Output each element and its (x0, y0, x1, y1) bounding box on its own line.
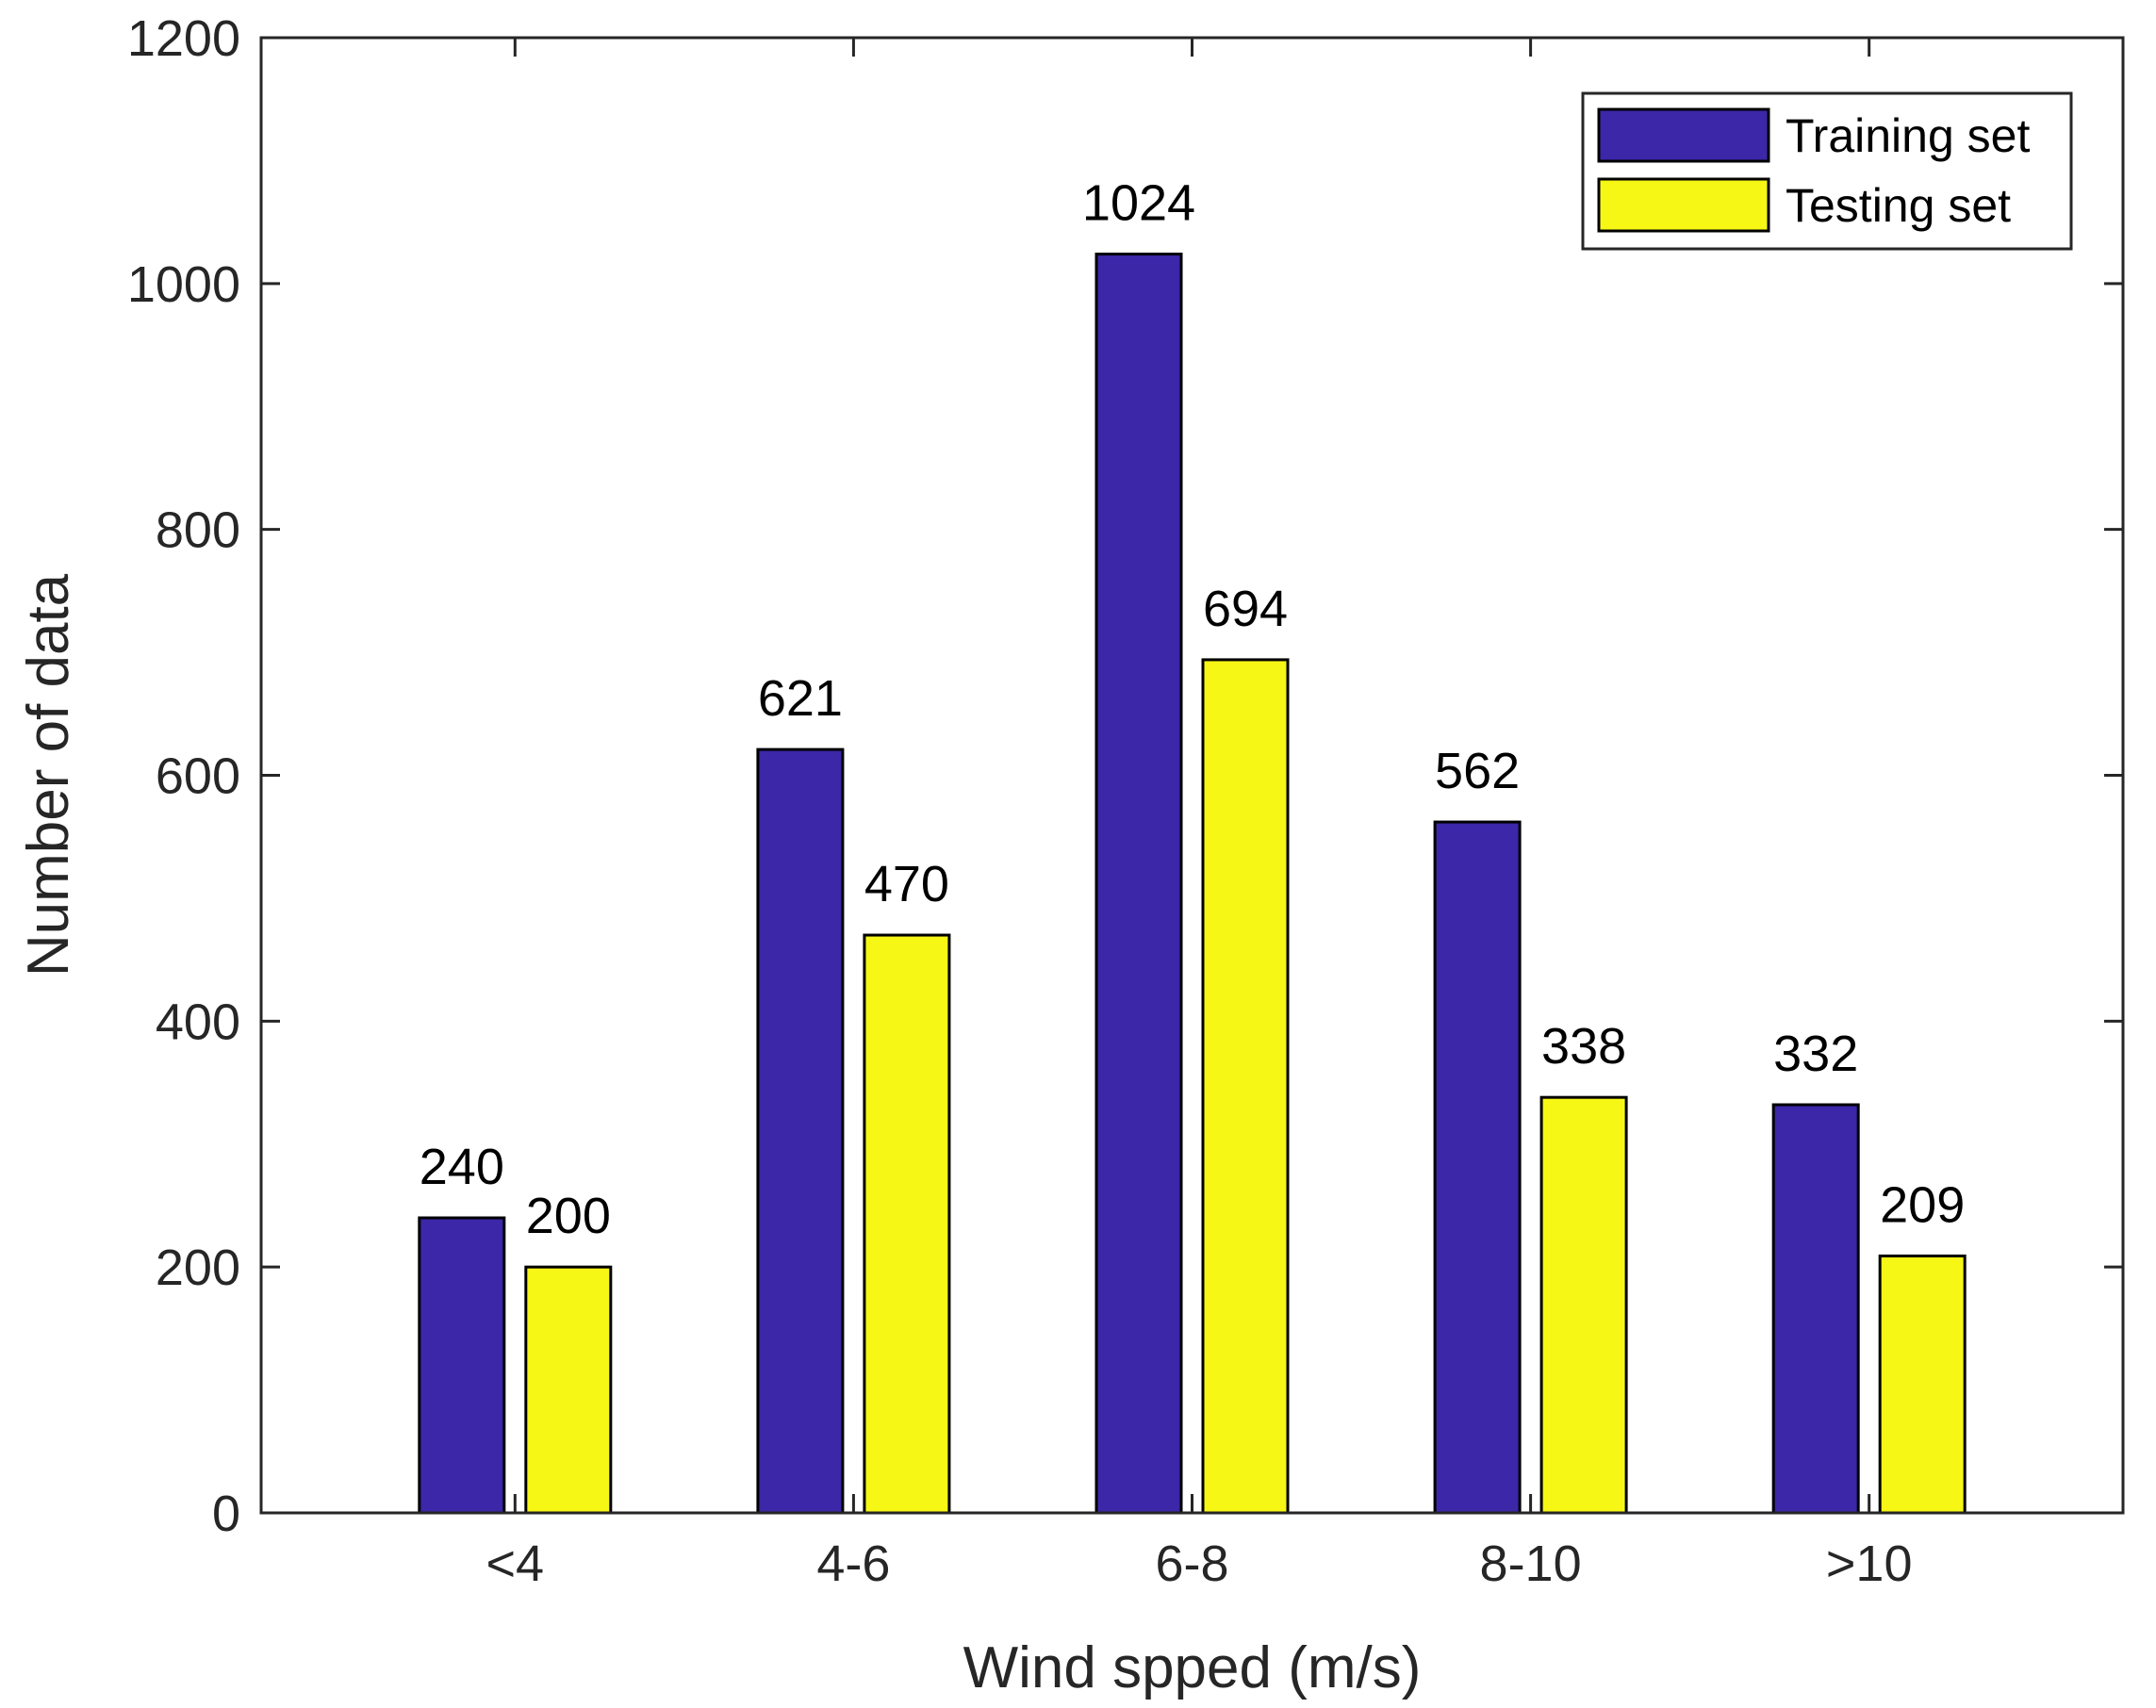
bar-training-3 (1433, 820, 1522, 1515)
bar-training-0 (418, 1216, 506, 1515)
bar-testing-1 (863, 933, 951, 1515)
x-tick-label: 6-8 (1155, 1536, 1228, 1592)
y-tick-label: 0 (212, 1486, 240, 1542)
legend-swatch-testing (1597, 177, 1770, 233)
y-tick-label: 800 (156, 502, 240, 559)
x-tick-label: <4 (486, 1536, 545, 1592)
bar-testing-3 (1539, 1095, 1628, 1515)
bar-testing-2 (1201, 658, 1290, 1515)
y-axis-title: Number of data (16, 573, 81, 977)
data-label-testing: 470 (864, 856, 949, 912)
data-label-training: 332 (1773, 1026, 1858, 1082)
y-tick-label: 1200 (127, 10, 240, 67)
bar-training-2 (1094, 253, 1183, 1515)
data-label-training: 562 (1435, 743, 1520, 799)
bar-training-4 (1771, 1103, 1860, 1515)
legend-label-testing: Testing set (1786, 179, 2011, 232)
bar-training-1 (756, 747, 845, 1515)
x-tick-label: >10 (1826, 1536, 1913, 1592)
data-label-training: 240 (420, 1139, 504, 1195)
data-label-training: 1024 (1082, 175, 1195, 232)
bar-testing-4 (1878, 1254, 1967, 1515)
y-tick-label: 1000 (127, 256, 240, 313)
plot-area: 0 200 400 600 800 1000 1200 <4 4-6 6-8 8-10 >10 240 6… (16, 10, 2125, 1700)
bar-testing-0 (524, 1265, 613, 1515)
data-label-testing: 209 (1880, 1176, 1965, 1233)
y-tick-label: 200 (156, 1240, 240, 1296)
data-label-training: 621 (758, 670, 843, 727)
y-tick-label: 600 (156, 748, 240, 805)
data-label-testing: 694 (1203, 581, 1288, 637)
y-tick-label: 400 (156, 994, 240, 1050)
data-label-testing: 338 (1541, 1018, 1626, 1075)
legend-swatch-training (1597, 107, 1770, 163)
data-label-testing: 200 (526, 1188, 611, 1244)
x-tick-label: 4-6 (816, 1536, 890, 1592)
x-tick-label: 8-10 (1480, 1536, 1582, 1592)
x-axis-title: Wind spped (m/s) (963, 1635, 1422, 1700)
legend-label-training: Training set (1786, 109, 2030, 162)
